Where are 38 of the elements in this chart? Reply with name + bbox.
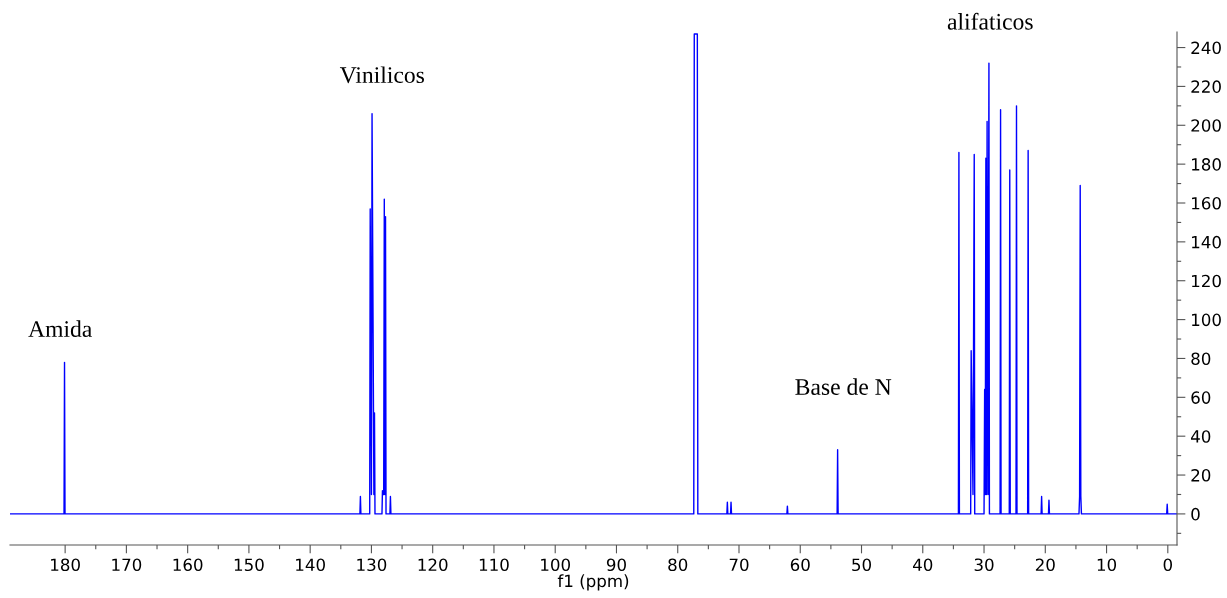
y-tick-label: 240	[1191, 41, 1221, 55]
annotation: Amida	[28, 320, 92, 337]
x-tick-label: 10	[1097, 558, 1117, 572]
x-tick-label: 130	[357, 558, 387, 572]
y-tick-label: 40	[1191, 430, 1211, 443]
x-tick-label: 60	[790, 558, 810, 572]
x-tick-label: 0	[1163, 558, 1173, 572]
x-tick-label: 140	[296, 558, 325, 572]
x-axis-title: f1 (ppm)	[557, 574, 629, 591]
y-tick-label: 60	[1191, 391, 1211, 404]
x-tick-label: 170	[112, 558, 142, 572]
x-tick-label: 80	[668, 558, 688, 572]
y-tick-label: 200	[1191, 119, 1221, 132]
annotation: Vinilicos	[339, 66, 424, 84]
annotation: Base de N	[795, 378, 892, 395]
y-tick-label: 220	[1191, 80, 1221, 93]
x-tick-label: 20	[1035, 558, 1055, 572]
x-tick-label: 150	[234, 558, 264, 572]
y-tick-label: 100	[1192, 313, 1221, 327]
x-tick-label: 90	[606, 558, 626, 572]
y-tick-label: 160	[1192, 196, 1221, 210]
x-tick-label: 180	[51, 558, 80, 572]
y-tick-label: 140	[1192, 235, 1221, 249]
x-tick-label: 160	[173, 558, 203, 572]
x-tick-label: 120	[418, 558, 448, 572]
x-tick-label: 30	[974, 558, 994, 572]
y-tick-label: 0	[1191, 507, 1200, 521]
y-tick-label: 120	[1192, 274, 1221, 288]
x-tick-label: 50	[852, 558, 872, 572]
text: alifaticos	[947, 12, 1033, 30]
y-tick-label: 20	[1191, 469, 1211, 482]
x-tick-label: 100	[541, 558, 571, 572]
y-tick-label: 180	[1192, 158, 1221, 171]
y-tick-label: 80	[1191, 352, 1211, 366]
x-tick-label: 110	[479, 558, 509, 572]
x-tick-label: 40	[912, 558, 933, 572]
line-series	[10, 33, 1177, 515]
x-tick-label: 70	[729, 558, 749, 572]
